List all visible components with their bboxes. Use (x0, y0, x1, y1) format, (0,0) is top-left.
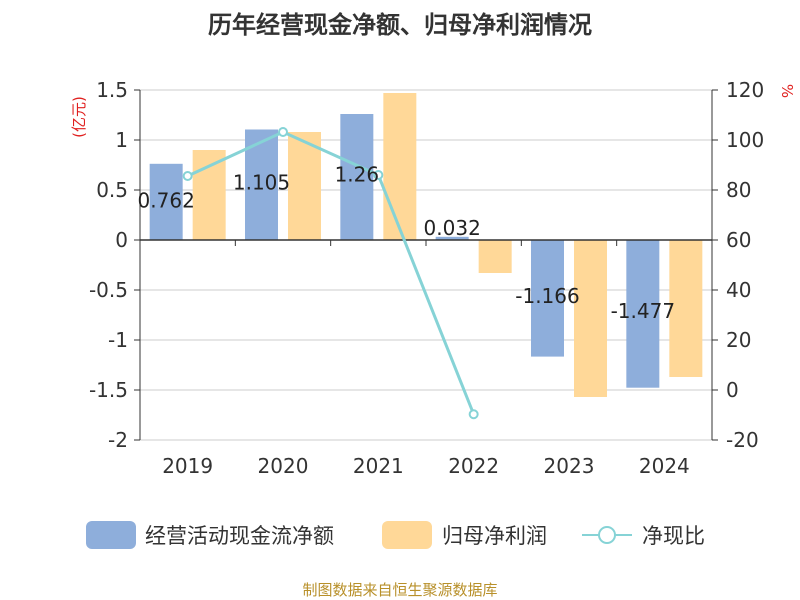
x-tick-label: 2024 (639, 454, 690, 478)
left-tick-label: -0.5 (89, 278, 128, 302)
right-tick-label: 40 (726, 278, 751, 302)
bar-cashflow (149, 163, 183, 240)
left-tick-label: -1.5 (89, 378, 128, 402)
bar-cashflow (531, 240, 564, 357)
data-labels: 0.762 1.105 1.26 0.032 -1.166 -1.477 (138, 162, 676, 322)
legend-label-net-profit: 归母净利润 (442, 524, 547, 548)
left-tick-label: 1 (115, 128, 128, 152)
legend: 经营活动现金流净额 归母净利润 净现比 (86, 521, 705, 549)
ratio-point (278, 127, 288, 137)
bar-net-profit (192, 150, 226, 240)
right-tick-label: 0 (726, 378, 739, 402)
left-tick-label: -2 (108, 428, 128, 452)
legend-label-cashflow: 经营活动现金流净额 (145, 524, 334, 548)
ratio-point (373, 170, 384, 180)
data-label-cashflow: 0.032 (424, 216, 481, 240)
right-tick-label: 60 (726, 228, 751, 252)
left-axis-unit: (亿元) (70, 96, 88, 138)
data-label-cashflow: 1.105 (233, 171, 290, 195)
ratio-point (468, 409, 479, 420)
ratio-point (182, 171, 193, 181)
axes-group (134, 89, 718, 441)
right-tick-label: 100 (726, 128, 764, 152)
data-label-cashflow: -1.166 (515, 284, 579, 308)
bars-group (149, 93, 703, 397)
left-tick-label: 0 (115, 228, 128, 252)
legend-swatch-net-profit (382, 521, 432, 549)
legend-marker-ratio (598, 526, 616, 544)
left-tick-label: 1.5 (96, 78, 128, 102)
x-tick-label: 2022 (448, 454, 499, 478)
ratio-line-group (182, 127, 479, 420)
bar-cashflow (340, 114, 374, 240)
bar-net-profit (669, 240, 703, 377)
bar-net-profit (383, 93, 417, 240)
legend-swatch-cashflow (86, 521, 136, 549)
data-label-cashflow: 1.26 (335, 162, 380, 186)
chart-title: 历年经营现金净额、归母净利润情况 (208, 11, 592, 39)
source-note: 制图数据来自恒生聚源数据库 (302, 581, 497, 599)
x-tick-label: 2023 (544, 454, 595, 478)
bar-cashflow (435, 236, 469, 240)
right-tick-label: -20 (726, 428, 759, 452)
data-label-cashflow: 0.762 (138, 188, 195, 212)
left-tick-label: 0.5 (96, 178, 128, 202)
tick-labels: 1.5 1 0.5 0 -0.5 -1 -1.5 -2 120 100 80 60 40 20 0 -20 20… (89, 78, 764, 478)
x-tick-label: 2020 (258, 454, 309, 478)
data-label-cashflow: -1.477 (611, 299, 675, 323)
ratio-line (187, 130, 476, 415)
right-tick-label: 20 (726, 328, 751, 352)
right-tick-label: 80 (726, 178, 751, 202)
bar-cashflow (626, 240, 660, 388)
left-tick-label: -1 (108, 328, 128, 352)
legend-label-ratio: 净现比 (642, 524, 705, 548)
bar-net-profit (478, 240, 512, 273)
bar-net-profit (574, 240, 607, 397)
bar-net-profit (288, 132, 321, 240)
right-axis-unit: % (778, 84, 796, 98)
right-tick-label: 120 (726, 78, 764, 102)
x-tick-label: 2021 (353, 454, 404, 478)
x-tick-label: 2019 (162, 454, 213, 478)
grid-lines (140, 89, 712, 441)
